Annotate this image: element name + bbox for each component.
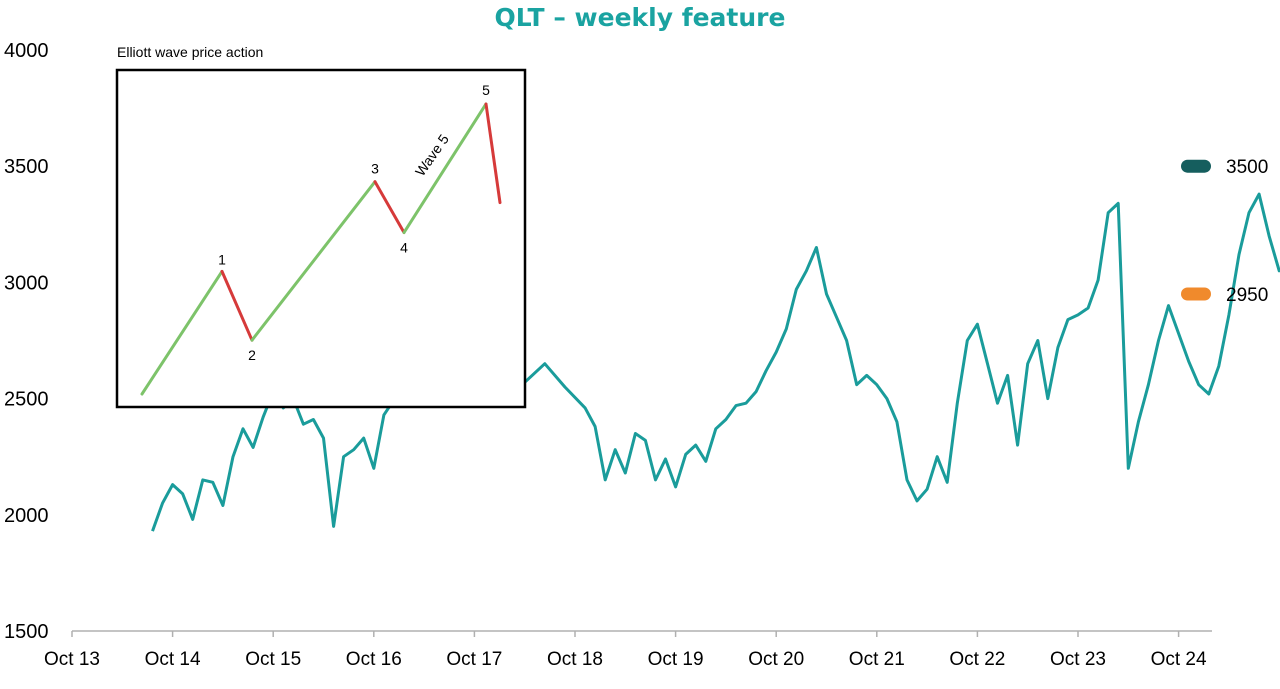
- target-label: 3500: [1226, 157, 1268, 178]
- x-tick-label: Oct 16: [346, 649, 402, 670]
- y-tick-label: 4000: [4, 40, 49, 62]
- inset-up-leg: [250, 180, 377, 342]
- inset-down-leg: [484, 102, 502, 205]
- x-tick-label: Oct 20: [748, 649, 804, 670]
- x-tick-label: Oct 21: [849, 649, 905, 670]
- y-tick-label: 1500: [4, 621, 49, 643]
- y-tick-label: 2500: [4, 389, 49, 411]
- inset-title: Elliott wave price action: [117, 44, 263, 60]
- x-tick-label: Oct 14: [145, 649, 201, 670]
- x-tick-label: Oct 23: [1050, 649, 1106, 670]
- inset-wave-label: 4: [400, 240, 408, 256]
- y-tick-label: 2000: [4, 505, 49, 527]
- y-tick-label: 3000: [4, 272, 49, 294]
- price-series-line: [151, 192, 1280, 532]
- inset-up-leg: [140, 269, 224, 396]
- target-label: 2950: [1226, 285, 1268, 306]
- x-tick-label: Oct 13: [44, 649, 100, 670]
- target-marker: [1181, 287, 1211, 301]
- inset-wave-label: 1: [218, 251, 226, 267]
- inset-wave-label: 3: [371, 161, 379, 177]
- inset-wave-label: 2: [248, 347, 256, 363]
- inset-up-leg: [402, 102, 488, 235]
- x-tick-label: Oct 22: [949, 649, 1005, 670]
- x-tick-label: Oct 24: [1151, 649, 1207, 670]
- inset-box: [115, 68, 527, 409]
- target-marker: [1181, 159, 1211, 173]
- inset-wave-label: 5: [482, 82, 490, 98]
- y-tick-label: 3500: [4, 156, 49, 178]
- x-tick-label: Oct 15: [245, 649, 301, 670]
- x-tick-label: Oct 18: [547, 649, 603, 670]
- x-tick-label: Oct 17: [446, 649, 502, 670]
- inset-down-leg: [220, 269, 254, 342]
- chart-title: QLT – weekly feature: [495, 3, 786, 32]
- inset-down-leg: [373, 180, 406, 235]
- x-tick-label: Oct 19: [648, 649, 704, 670]
